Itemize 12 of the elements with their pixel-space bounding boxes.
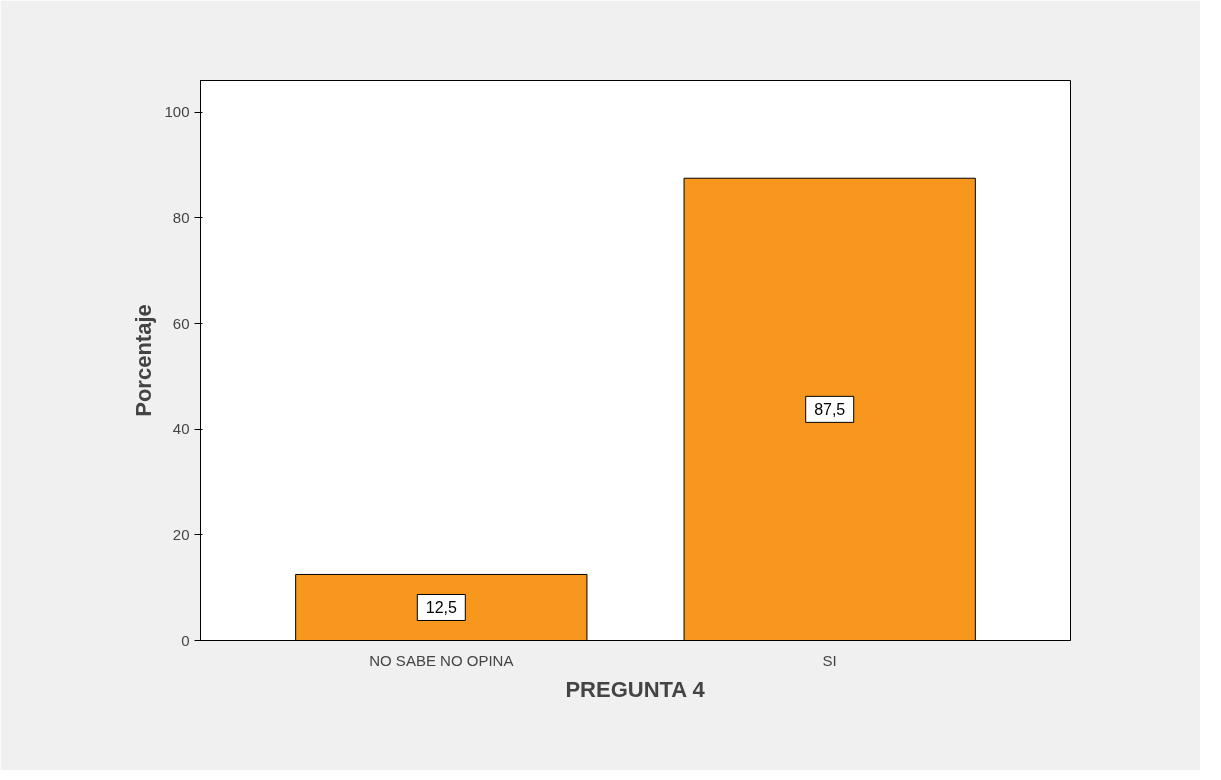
x-axis-title: PREGUNTA 4 [565, 676, 706, 702]
y-axis-title: Porcentaje [131, 304, 157, 417]
y-tick-label: 0 [181, 631, 190, 649]
y-tick-label: 40 [172, 420, 190, 438]
data-label: 12,5 [425, 599, 457, 617]
y-tick-label: 100 [164, 103, 190, 121]
x-tick-label: NO SABE NO OPINA [369, 651, 514, 669]
x-tick-label: SI [822, 651, 837, 669]
y-tick-label: 60 [172, 314, 190, 332]
data-label: 87,5 [814, 401, 846, 419]
y-tick-label: 20 [172, 525, 190, 543]
y-tick-label: 80 [172, 208, 190, 226]
